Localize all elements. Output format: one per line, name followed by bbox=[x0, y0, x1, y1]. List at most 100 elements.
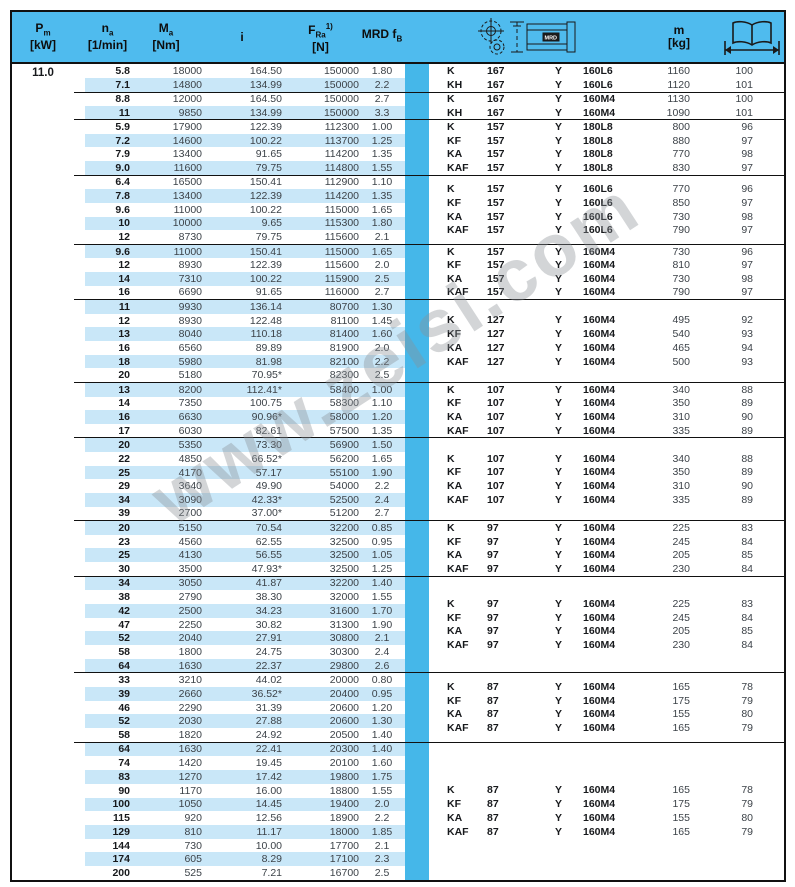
cell-na: 46 bbox=[118, 701, 130, 714]
variant-size: 127 bbox=[487, 328, 505, 341]
spacer bbox=[74, 438, 85, 521]
col-header-i: i bbox=[202, 29, 282, 44]
cell-na: 30 bbox=[118, 562, 130, 575]
cell-ma: 1630 bbox=[178, 659, 202, 672]
cell-i: 42.33* bbox=[251, 493, 282, 506]
variant-type: K bbox=[447, 93, 455, 106]
table-row: 29 3640 49.90 54000 2.2 bbox=[85, 479, 405, 493]
variant-type: K bbox=[447, 383, 455, 396]
variant-mount: Y bbox=[555, 694, 563, 707]
spacer bbox=[74, 673, 85, 742]
variant-size: 87 bbox=[487, 680, 499, 693]
variant-row: KAF 87 Y 160M4 165 79 bbox=[447, 825, 784, 839]
cell-na: 144 bbox=[112, 839, 130, 852]
cell-ma: 4560 bbox=[178, 535, 202, 548]
cell-na: 9.0 bbox=[115, 161, 130, 174]
cell-na: 58 bbox=[118, 645, 130, 658]
cell-i: 150.41 bbox=[249, 176, 282, 189]
rows-column: 11 9930 136.14 80700 1.30 12 8930 122.48 81100 1.… bbox=[85, 300, 405, 382]
variant-type: KAF bbox=[447, 639, 469, 652]
cell-i: 11.17 bbox=[256, 825, 283, 838]
variant-motor: 160M4 bbox=[583, 680, 616, 693]
cell-i: 17.42 bbox=[255, 770, 282, 783]
cell-fb: 2.6 bbox=[374, 659, 390, 672]
cell-fb: 1.40 bbox=[371, 728, 393, 741]
cell-fb: 3.3 bbox=[374, 106, 390, 119]
variant-page: 97 bbox=[741, 161, 753, 174]
variant-type: KF bbox=[447, 611, 461, 624]
variant-motor: 160M4 bbox=[583, 812, 616, 825]
cell-i: 122.39 bbox=[249, 190, 282, 203]
variant-type: K bbox=[447, 64, 455, 77]
variant-motor: 160M4 bbox=[583, 341, 616, 354]
cell-na: 11 bbox=[118, 300, 130, 313]
cell-i: 91.65 bbox=[255, 148, 282, 161]
table-row: 17 6030 82.61 57500 1.35 bbox=[85, 424, 405, 438]
variants-column: K 107 Y 160M4 340 88 KF 107 Y 160M4 350 89 KA 107 Y 160… bbox=[429, 383, 784, 438]
col-header-m: m [kg] bbox=[651, 24, 707, 50]
cell-i: 56.55 bbox=[255, 549, 282, 562]
variant-row: KA 107 Y 160M4 310 90 bbox=[447, 479, 784, 493]
cell-ma: 1800 bbox=[178, 645, 202, 658]
cell-na: 16 bbox=[118, 341, 130, 354]
variant-mass: 880 bbox=[672, 134, 690, 147]
cell-ma: 8930 bbox=[178, 314, 202, 327]
col-header-fra-symbol: FRa1) bbox=[308, 21, 333, 40]
cell-fb: 1.25 bbox=[371, 562, 393, 575]
cell-fra: 112900 bbox=[324, 176, 359, 189]
cell-fra: 115900 bbox=[324, 272, 359, 285]
variant-row: KH 167 Y 160M4 1090 101 bbox=[447, 106, 784, 119]
cell-i: 110.18 bbox=[250, 328, 282, 341]
group-body: 20 5350 73.30 56900 1.50 22 4850 66.52* 56200 1.6… bbox=[74, 437, 784, 521]
cell-i: 34.23 bbox=[255, 604, 282, 617]
variant-type: KA bbox=[447, 148, 463, 161]
variant-size: 127 bbox=[487, 341, 505, 354]
cell-na: 11 bbox=[118, 106, 130, 119]
cell-fra: 18900 bbox=[329, 812, 359, 825]
variant-mass: 165 bbox=[672, 722, 690, 735]
variant-motor: 160M4 bbox=[583, 708, 616, 721]
variant-row: K 87 Y 160M4 165 78 bbox=[447, 680, 784, 694]
cell-fb: 2.3 bbox=[374, 853, 390, 866]
variants-column: K 87 Y 160M4 165 78 KF 87 Y 160M4 175 79 KA 87 Y 160M4 1… bbox=[429, 673, 784, 742]
cell-i: 73.30 bbox=[255, 439, 282, 452]
cell-fra: 58000 bbox=[329, 410, 359, 423]
pm-cell bbox=[12, 437, 74, 521]
table-row: 13 8040 110.18 81400 1.60 bbox=[85, 327, 405, 342]
variant-row: K 107 Y 160M4 340 88 bbox=[447, 383, 784, 397]
cell-fra: 32500 bbox=[329, 535, 359, 548]
cell-i: 10.00 bbox=[255, 839, 282, 852]
cell-fb: 2.1 bbox=[374, 632, 390, 645]
variant-size: 107 bbox=[487, 466, 505, 479]
variant-size: 157 bbox=[487, 286, 505, 299]
cell-fb: 2.2 bbox=[374, 355, 390, 368]
variant-type: KA bbox=[447, 410, 463, 423]
table-row: 14 7310 100.22 115900 2.5 bbox=[85, 271, 405, 286]
cell-fb: 2.1 bbox=[374, 839, 390, 852]
variant-row: K 167 Y 160M4 1130 100 bbox=[447, 93, 784, 106]
table-row: 39 2660 36.52* 20400 0.95 bbox=[85, 687, 405, 701]
cell-i: 24.92 bbox=[255, 728, 282, 741]
variant-mass: 225 bbox=[672, 522, 690, 535]
variant-row: KF 157 Y 160M4 810 97 bbox=[447, 258, 784, 272]
variant-mount: Y bbox=[555, 286, 563, 299]
cell-na: 74 bbox=[118, 757, 130, 770]
cell-i: 82.61 bbox=[255, 424, 282, 437]
cell-fb: 1.10 bbox=[371, 176, 393, 189]
variant-page: 85 bbox=[741, 549, 753, 562]
table-row: 174 605 8.29 17100 2.3 bbox=[85, 852, 405, 867]
cell-i: 122.39 bbox=[249, 121, 282, 134]
variant-mass: 850 bbox=[672, 196, 690, 209]
rows-column: 9.6 11000 150.41 115000 1.65 12 8930 122.39 1156… bbox=[85, 244, 405, 299]
variant-size: 97 bbox=[487, 549, 499, 562]
variant-mount: Y bbox=[555, 383, 563, 396]
col-header-i-symbol: i bbox=[240, 29, 244, 44]
variant-mount: Y bbox=[555, 341, 563, 354]
variant-type: KF bbox=[447, 466, 461, 479]
motor-brand-label: MRD bbox=[545, 36, 558, 42]
cell-fb: 2.7 bbox=[374, 286, 390, 299]
variant-motor: 160M4 bbox=[583, 494, 616, 507]
table-row: 9.6 11000 100.22 115000 1.65 bbox=[85, 203, 405, 217]
cell-na: 90 bbox=[118, 784, 130, 797]
variant-size: 107 bbox=[487, 424, 505, 437]
